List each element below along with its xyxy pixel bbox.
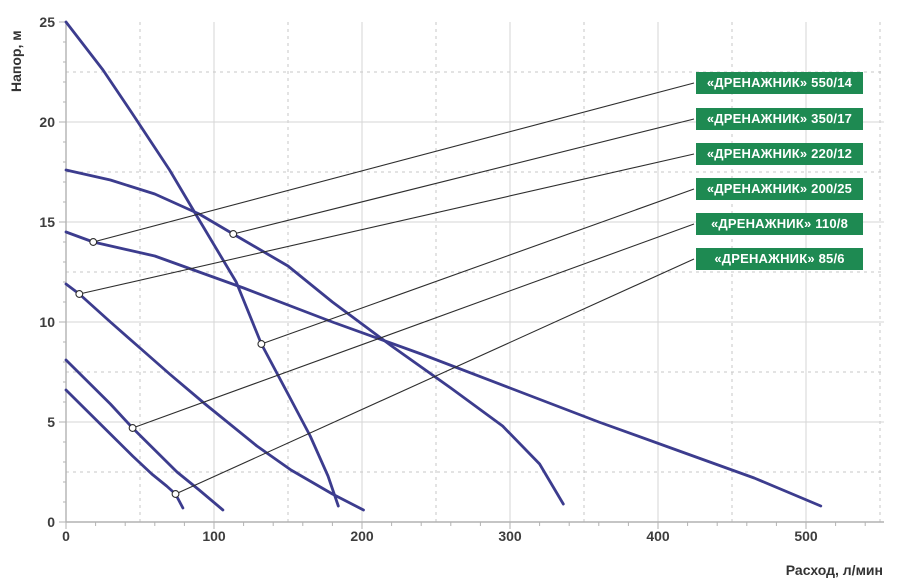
grid-layer bbox=[66, 22, 884, 522]
leader-lines-layer bbox=[79, 82, 695, 495]
curve-marker-circle bbox=[257, 340, 266, 348]
x-tick-label: 100 bbox=[202, 528, 226, 544]
curve-marker-circle bbox=[128, 424, 137, 432]
leader-line bbox=[79, 153, 695, 295]
curve-marker-circle bbox=[75, 290, 84, 298]
x-tick-label: 400 bbox=[646, 528, 670, 544]
y-tick-label: 25 bbox=[39, 14, 55, 30]
y-tick-label: 15 bbox=[39, 214, 55, 230]
ticks-layer bbox=[59, 21, 866, 529]
curve-marker-circle bbox=[229, 230, 238, 238]
legend-badge: «ДРЕНАЖНИК» 350/17 bbox=[696, 108, 863, 130]
y-tick-label: 20 bbox=[39, 114, 55, 130]
legend-badge: «ДРЕНАЖНИК» 110/8 bbox=[696, 213, 863, 235]
leader-line bbox=[175, 258, 695, 495]
leader-line bbox=[93, 82, 695, 243]
legend-badge: «ДРЕНАЖНИК» 550/14 bbox=[696, 72, 863, 94]
leader-line bbox=[132, 223, 695, 429]
legend-badge: «ДРЕНАЖНИК» 85/6 bbox=[696, 248, 863, 270]
y-tick-label: 10 bbox=[39, 314, 55, 330]
curve-marker-circle bbox=[89, 238, 98, 246]
pump-curve-110-8 bbox=[64, 358, 225, 512]
pump-curve-550-14 bbox=[64, 230, 823, 508]
tick-labels-layer: 0 100 200 300 400 500 0 5 10 15 20 25 bbox=[39, 14, 817, 544]
legend-badge: «ДРЕНАЖНИК» 200/25 bbox=[696, 178, 863, 200]
pump-curve-85-6 bbox=[64, 388, 185, 510]
pump-curve-220-12 bbox=[64, 282, 365, 512]
x-tick-label: 0 bbox=[62, 528, 70, 544]
legend-badge: «ДРЕНАЖНИК» 220/12 bbox=[696, 143, 863, 165]
x-axis-title: Расход, л/мин bbox=[785, 562, 883, 578]
y-tick-label: 5 bbox=[47, 414, 55, 430]
curves-layer bbox=[64, 20, 823, 512]
y-axis-title: Напор, м bbox=[8, 30, 24, 92]
axes-layer bbox=[65, 22, 884, 523]
pump-curve-350-17 bbox=[64, 168, 565, 506]
curve-marker-circle bbox=[171, 490, 180, 498]
x-tick-label: 500 bbox=[794, 528, 818, 544]
y-tick-label: 0 bbox=[47, 514, 55, 530]
markers-layer bbox=[75, 230, 266, 498]
leader-line bbox=[261, 188, 695, 345]
x-tick-label: 200 bbox=[350, 528, 374, 544]
leader-line bbox=[233, 118, 695, 235]
x-tick-label: 300 bbox=[498, 528, 522, 544]
pump-curve-200-25 bbox=[64, 20, 340, 508]
